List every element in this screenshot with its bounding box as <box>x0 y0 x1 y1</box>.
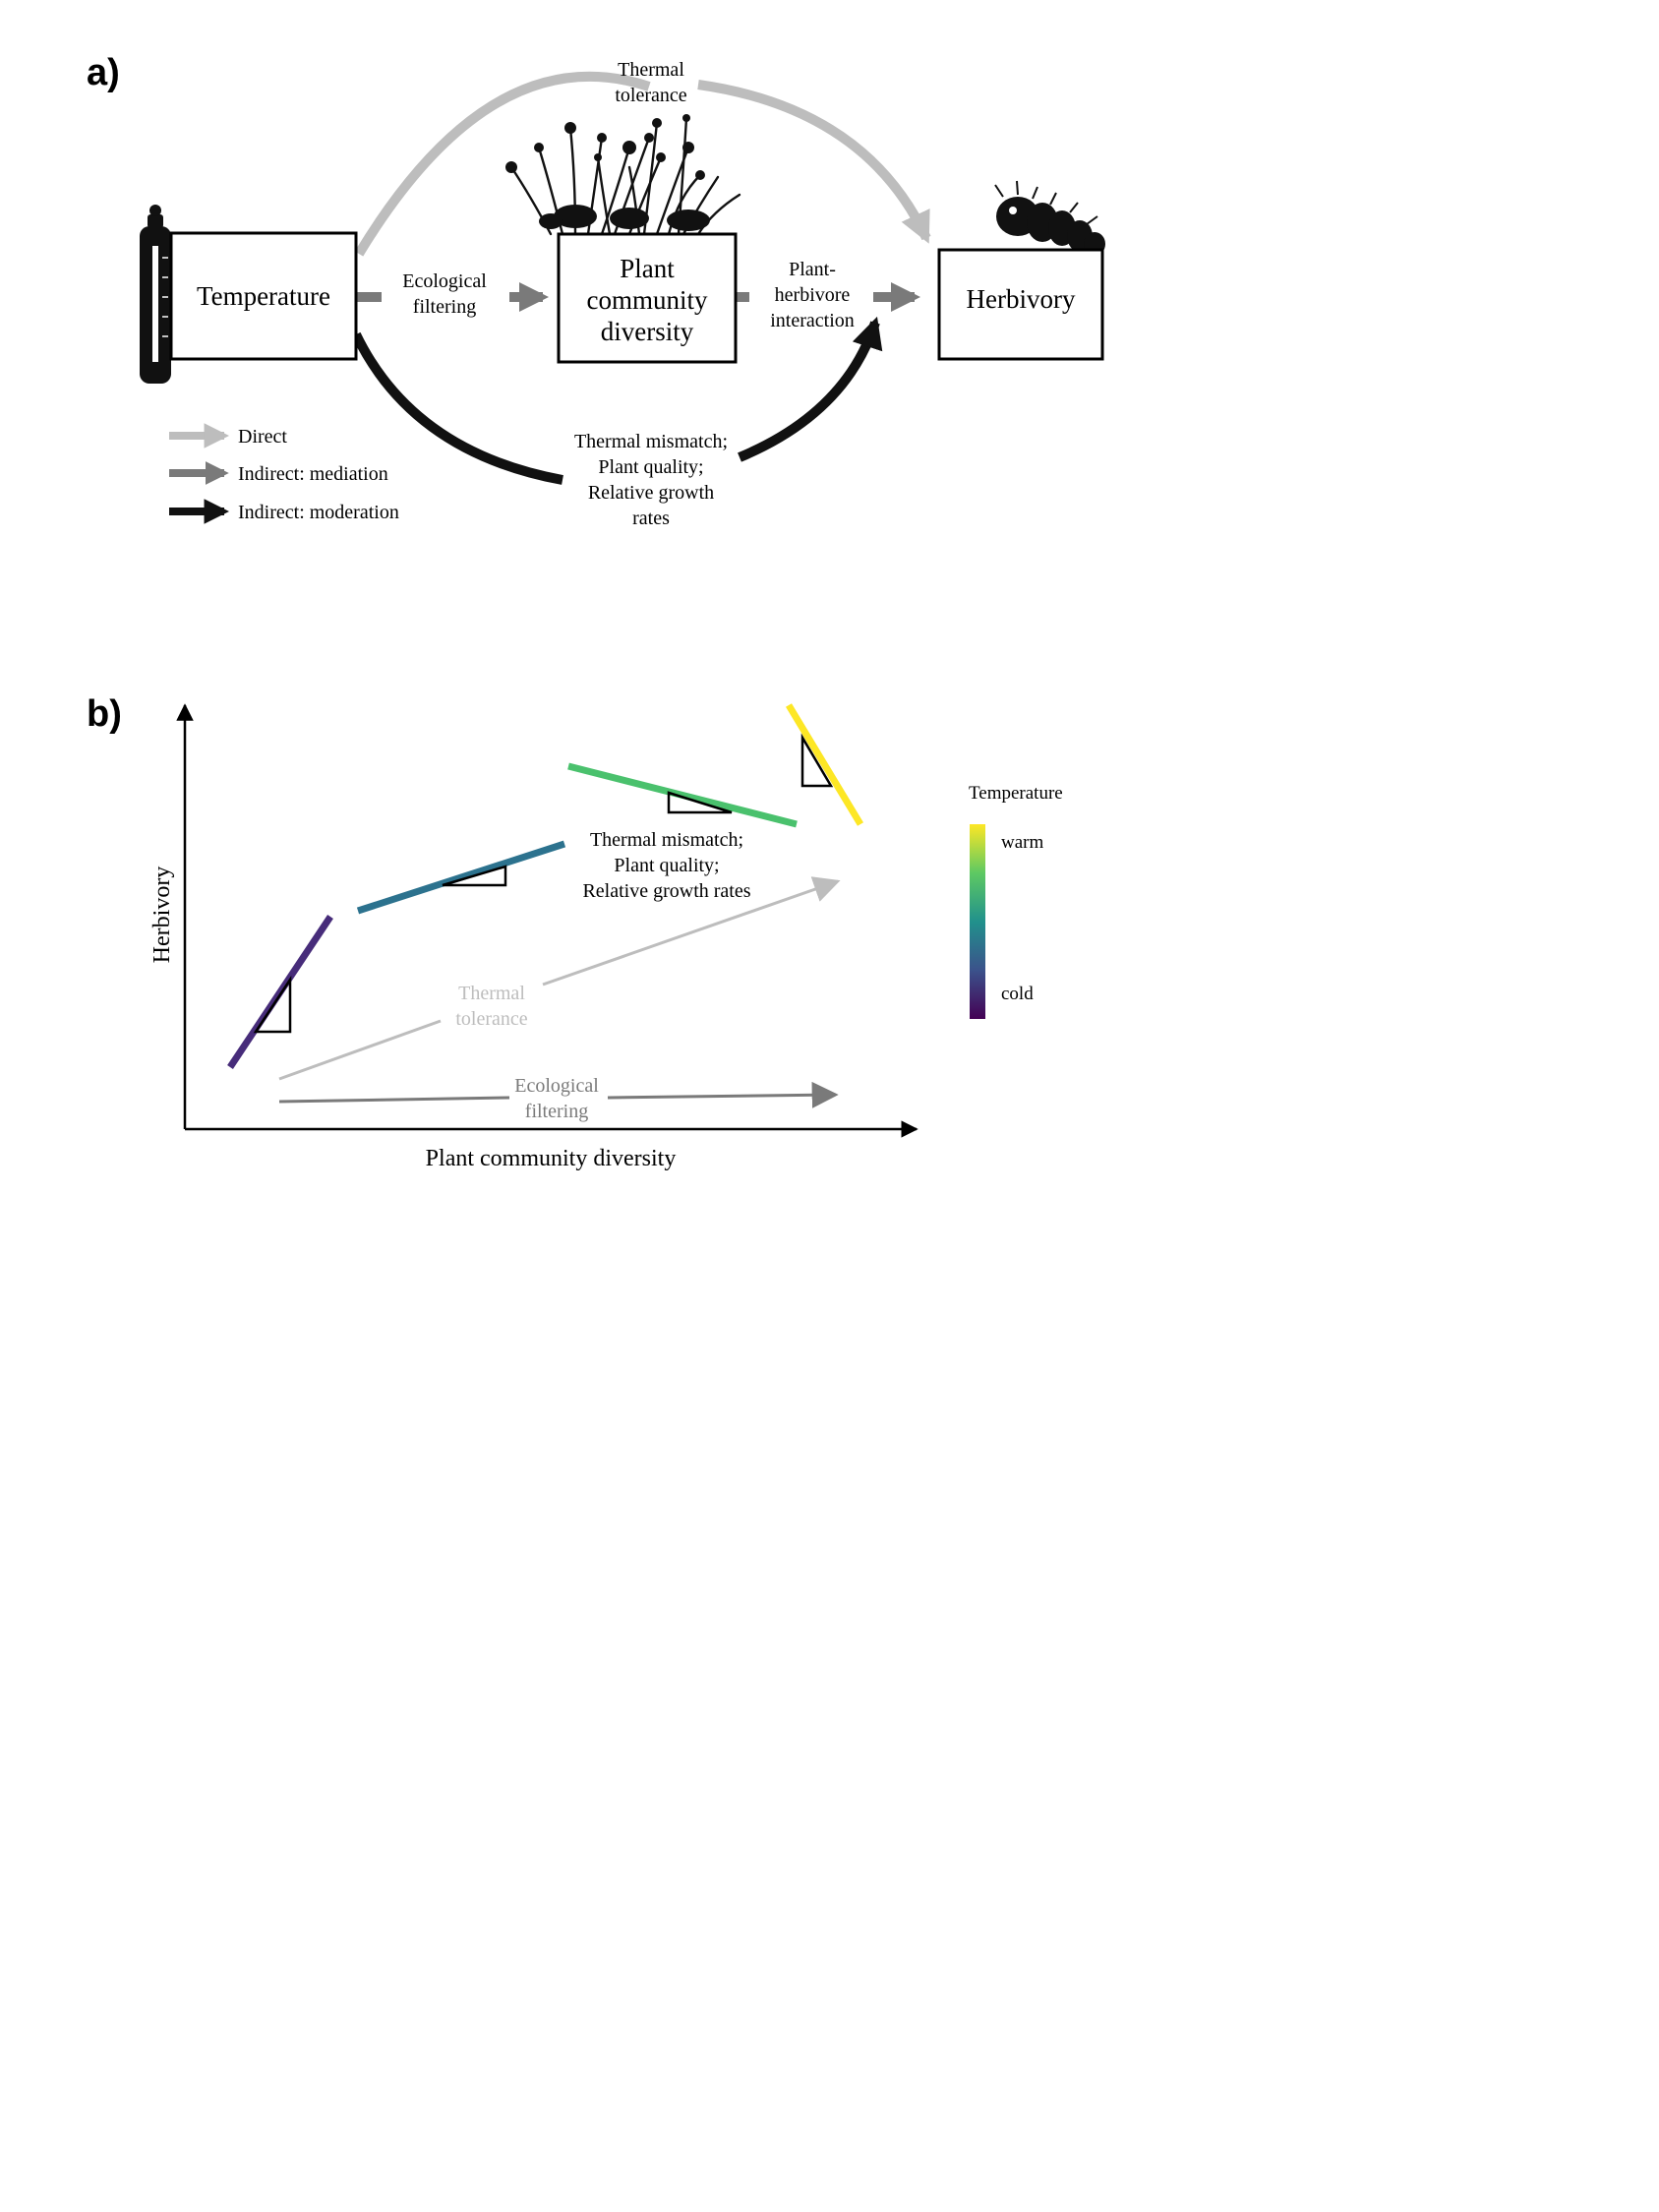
panel-a-label: a) <box>87 52 120 93</box>
panel-b-label: b) <box>87 693 122 735</box>
direct-arrow-thermal-tolerance-end <box>697 80 931 244</box>
slope-triangle-mild <box>667 791 733 814</box>
ecological-filtering-label-1: Ecological <box>402 270 487 292</box>
b-moderation-label-1: Thermal mismatch; <box>590 829 743 851</box>
caterpillar-icon <box>994 180 1105 256</box>
interaction-label-1: Plant- <box>789 259 836 280</box>
x-axis-label: Plant community diversity <box>426 1146 677 1171</box>
plant-community-icon <box>505 114 741 236</box>
colorbar-warm-label: warm <box>1001 832 1043 853</box>
colorbar-cold-label: cold <box>1001 984 1034 1004</box>
legend-moderation-label: Indirect: moderation <box>238 502 399 523</box>
slope-segment-cold <box>227 915 333 1069</box>
thermal-tolerance-arrow-1 <box>278 1019 442 1081</box>
temperature-label: Temperature <box>197 281 330 311</box>
b-ecological-filtering-label-2: filtering <box>525 1101 588 1122</box>
ecological-filtering-label-2: filtering <box>413 296 476 318</box>
slope-triangle-warm <box>800 733 834 788</box>
legend-direct-label: Direct <box>238 426 287 448</box>
temperature-box <box>169 231 358 361</box>
moderation-label-4: rates <box>632 508 670 529</box>
b-ecological-filtering-label-1: Ecological <box>514 1075 599 1097</box>
thermal-tolerance-label-2: tolerance <box>615 85 686 106</box>
thermal-tolerance-arrow-2 <box>542 876 841 986</box>
moderation-label-1: Thermal mismatch; <box>574 431 728 452</box>
slope-triangle-cool <box>442 865 507 887</box>
herbivory-box <box>937 248 1104 361</box>
plant-diversity-box <box>557 232 738 364</box>
b-moderation-label-2: Plant quality; <box>614 855 719 876</box>
slope-segment-cool <box>356 840 566 915</box>
colorbar-title: Temperature <box>969 783 1063 804</box>
thermometer-icon <box>140 205 171 384</box>
interaction-label-2: herbivore <box>775 284 851 306</box>
b-moderation-label-3: Relative growth rates <box>582 880 750 902</box>
ecological-filtering-arrow-1 <box>278 1096 510 1104</box>
moderation-label-2: Plant quality; <box>598 456 703 478</box>
temperature-colorbar <box>970 824 985 1019</box>
direct-arrow-thermal-tolerance <box>354 71 651 257</box>
slope-triangle-cold <box>253 975 292 1034</box>
moderation-arrow-start <box>351 331 563 485</box>
plant-diversity-label-1: Plant <box>620 254 675 283</box>
moderation-arrow-end <box>738 316 883 462</box>
y-axis-label: Herbivory <box>149 867 175 964</box>
ecological-filtering-arrow-2 <box>607 1081 839 1108</box>
interaction-label-3: interaction <box>770 310 855 331</box>
slope-segment-warm <box>786 703 863 826</box>
thermal-tolerance-label-1: Thermal <box>618 59 684 81</box>
moderation-label-3: Relative growth <box>588 482 714 504</box>
legend-mediation-label: Indirect: mediation <box>238 463 388 485</box>
slope-segment-mild <box>567 762 798 828</box>
b-thermal-tolerance-label-1: Thermal <box>458 983 525 1004</box>
plant-diversity-label-3: diversity <box>601 317 694 346</box>
b-thermal-tolerance-label-2: tolerance <box>455 1008 527 1030</box>
herbivory-label: Herbivory <box>967 284 1076 314</box>
plant-diversity-label-2: community <box>587 285 708 315</box>
legend: Direct Indirect: mediation Indirect: mod… <box>169 423 399 524</box>
